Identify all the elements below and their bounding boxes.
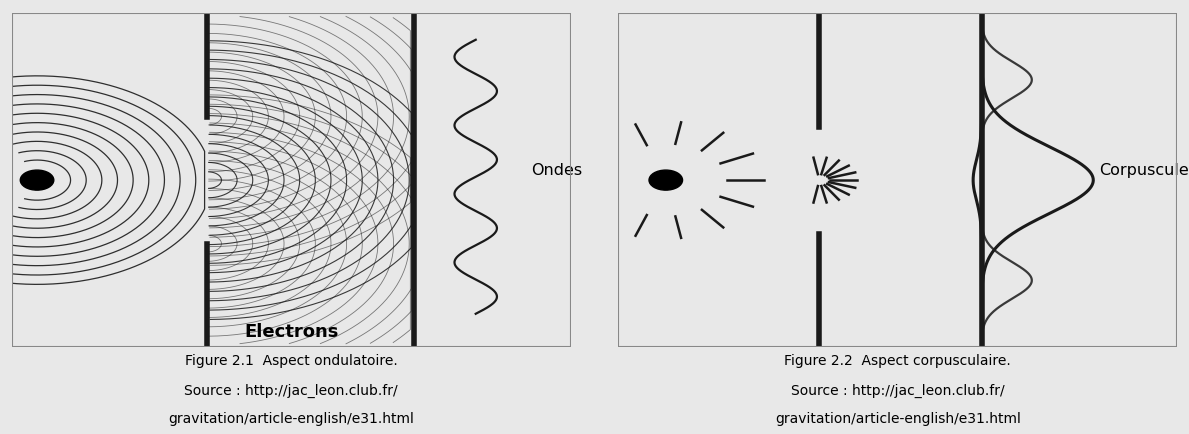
Text: Ondes: Ondes xyxy=(531,163,583,178)
Circle shape xyxy=(20,170,54,190)
Text: Figure 2.2  Aspect corpusculaire.: Figure 2.2 Aspect corpusculaire. xyxy=(785,354,1011,368)
Text: Figure 2.1  Aspect ondulatoire.: Figure 2.1 Aspect ondulatoire. xyxy=(185,354,397,368)
Circle shape xyxy=(649,170,682,190)
Text: Electrons: Electrons xyxy=(244,323,339,341)
Text: Source : http://jac_leon.club.fr/: Source : http://jac_leon.club.fr/ xyxy=(791,384,1005,398)
Text: gravitation/article-english/e31.html: gravitation/article-english/e31.html xyxy=(775,412,1020,426)
Text: Source : http://jac_leon.club.fr/: Source : http://jac_leon.club.fr/ xyxy=(184,384,398,398)
Text: gravitation/article-english/e31.html: gravitation/article-english/e31.html xyxy=(169,412,414,426)
Text: Corpuscules: Corpuscules xyxy=(1099,163,1189,178)
